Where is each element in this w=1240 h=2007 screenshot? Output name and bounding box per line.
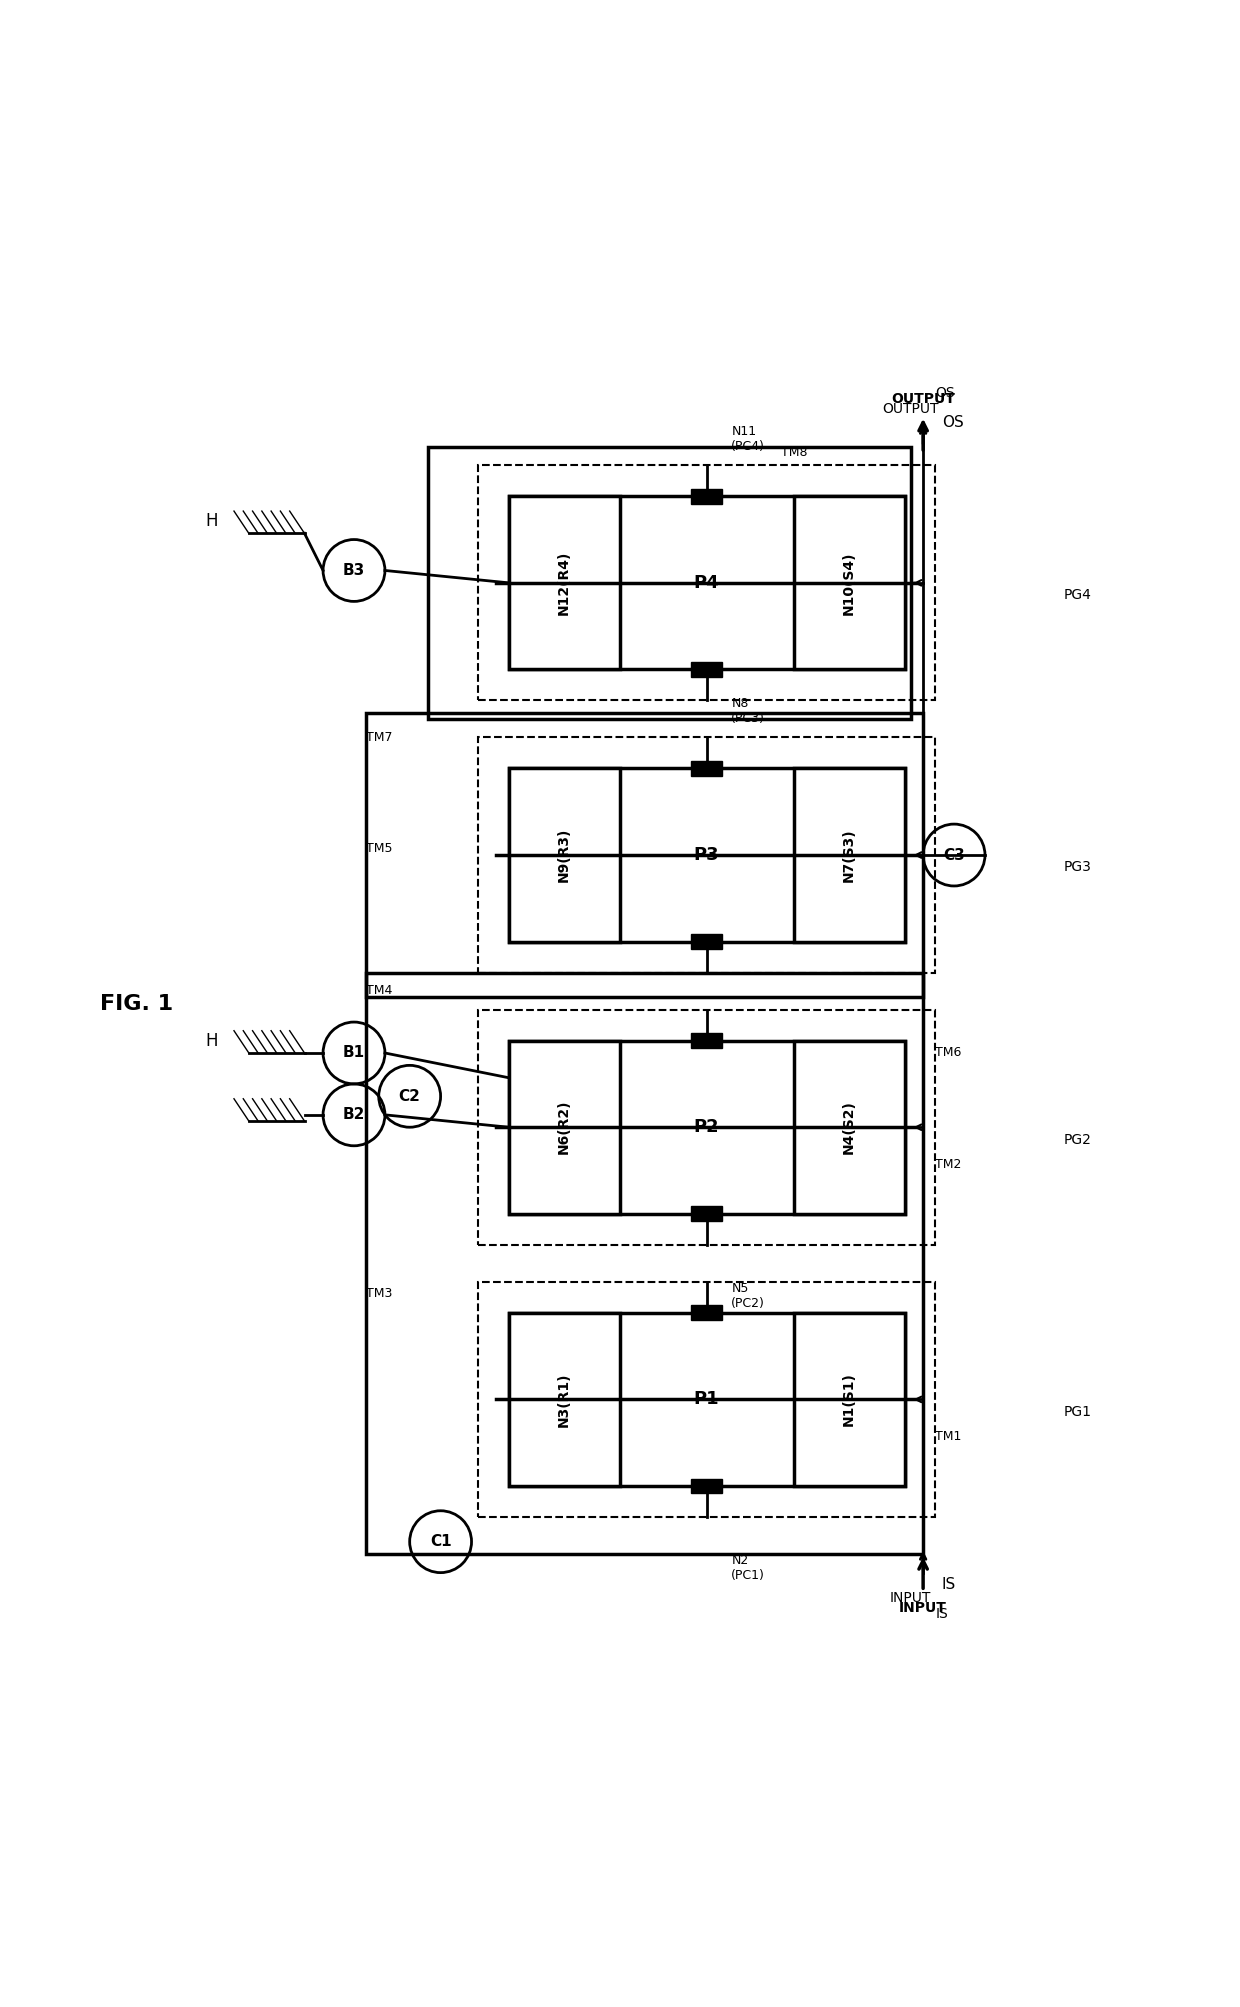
Text: PG1: PG1 [1064,1405,1091,1419]
Bar [691,662,722,676]
Text: TM4: TM4 [366,983,393,997]
Text: FIG. 1: FIG. 1 [100,993,174,1014]
Text: IS: IS [941,1578,956,1592]
Text: INPUT: INPUT [899,1602,947,1616]
Text: N7(S3): N7(S3) [842,829,856,881]
Bar [794,769,904,941]
Text: N4(S2): N4(S2) [842,1100,856,1154]
Bar [508,496,620,670]
Text: PG2: PG2 [1064,1132,1091,1146]
Text: N2
(PC1): N2 (PC1) [732,1553,765,1582]
Bar [508,1040,620,1214]
Bar [366,712,923,997]
Text: P1: P1 [694,1391,719,1409]
Bar [508,496,904,670]
Bar [691,1479,722,1493]
Text: C1: C1 [430,1533,451,1549]
Text: IS: IS [935,1608,949,1622]
Text: OUTPUT: OUTPUT [892,391,955,405]
Text: OS: OS [935,385,955,399]
Text: N10(S4): N10(S4) [842,552,856,614]
Text: B1: B1 [343,1046,365,1060]
Bar [691,1305,722,1321]
Text: TM7: TM7 [366,731,393,745]
Bar [477,466,935,700]
Bar [477,1010,935,1244]
Text: OS: OS [941,415,963,429]
Bar [508,1313,904,1485]
Bar [508,769,904,941]
Bar [794,1040,904,1214]
Bar [691,1034,722,1048]
Text: TM3: TM3 [366,1286,393,1301]
Text: N9(R3): N9(R3) [557,827,572,883]
Bar [794,496,904,670]
Bar [508,769,620,941]
Bar [477,737,935,973]
Bar [508,1040,904,1214]
Text: N1(S1): N1(S1) [842,1373,856,1427]
Text: P4: P4 [694,574,719,592]
Text: TM1: TM1 [935,1431,962,1443]
Text: TM5: TM5 [366,843,393,855]
Text: PG4: PG4 [1064,588,1091,602]
Text: TM6: TM6 [935,1046,962,1060]
Bar [691,933,722,949]
Text: N12(R4): N12(R4) [557,550,572,614]
Text: B2: B2 [342,1108,366,1122]
Text: P3: P3 [694,847,719,865]
Text: N3(R1): N3(R1) [557,1373,572,1427]
Text: PG3: PG3 [1064,861,1091,875]
Bar [508,1313,620,1485]
Bar [691,490,722,504]
Text: N8
(PC3): N8 (PC3) [732,696,765,725]
Text: H: H [206,512,218,530]
Bar [691,1206,722,1220]
Text: C2: C2 [399,1088,420,1104]
Text: C3: C3 [944,847,965,863]
Text: TM8: TM8 [781,446,807,460]
Bar [794,1313,904,1485]
Bar [691,761,722,777]
Text: N6(R2): N6(R2) [557,1100,572,1154]
Text: TM2: TM2 [935,1158,962,1170]
Text: N5
(PC2): N5 (PC2) [732,1282,765,1311]
Text: P2: P2 [694,1118,719,1136]
Text: OUTPUT: OUTPUT [883,401,939,415]
Bar [477,1282,935,1517]
Text: INPUT: INPUT [890,1592,931,1606]
Bar [366,973,923,1553]
Bar [428,448,910,719]
Text: B3: B3 [343,564,365,578]
Text: N11
(PC4): N11 (PC4) [732,425,765,454]
Text: H: H [206,1032,218,1050]
